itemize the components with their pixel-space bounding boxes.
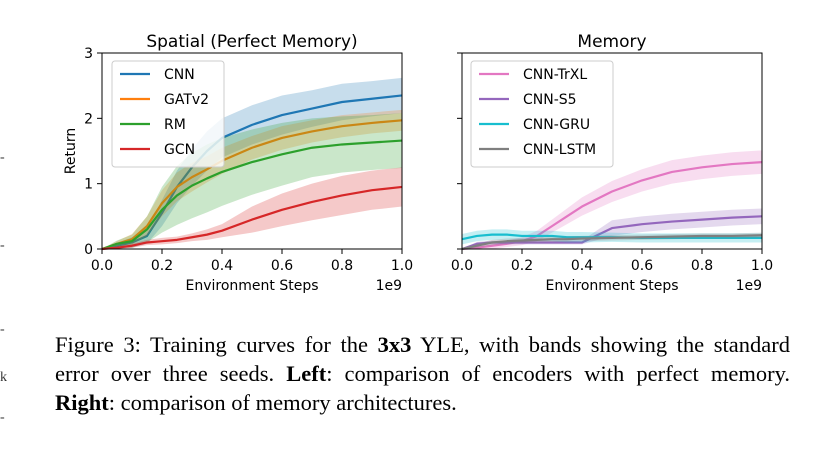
legend-label-cnn-trxl: CNN-TrXL [523, 67, 587, 83]
series-line-cnn-trxl [461, 161, 763, 251]
margin-mark: - [0, 238, 5, 253]
x-tick-label: 0.2 [511, 258, 533, 274]
y-tick-label: 2 [84, 111, 93, 127]
x-tick-label: 0.8 [691, 258, 713, 274]
plot-frame [101, 52, 403, 250]
legend-box [111, 60, 225, 168]
x-axis-label: Environment Steps [185, 278, 318, 294]
legend-label-gatv2: GATv2 [164, 92, 209, 108]
series-line-gatv2 [101, 119, 403, 251]
legend-label-cnn-lstm: CNN-LSTM [523, 142, 596, 158]
figure-caption: Figure 3: Training curves for the 3x3 YL… [55, 330, 790, 417]
y-tick-label: 0 [84, 242, 93, 258]
x-tick-label: 1.0 [391, 258, 413, 274]
x-tick-label: 0.6 [631, 258, 653, 274]
x-axis-multiplier: 1e9 [736, 278, 762, 294]
x-tick-label: 1.0 [751, 258, 773, 274]
x-tick-label: 0.6 [271, 258, 293, 274]
series-band-gcn [102, 167, 402, 249]
margin-mark: k [0, 370, 7, 385]
x-tick-label: 0.4 [571, 258, 593, 274]
left-chart-panel: 0.0 0.2 0.4 0.6 0.8 1.0 0 1 2 3 Spatial (Perfect M… [63, 32, 413, 294]
right-chart-panel: 0.0 0.2 0.4 0.6 0.8 1.0 Memory Environment Step… [451, 32, 773, 294]
caption-tail: : comparison of memory architectures. [108, 390, 457, 415]
chart-title: Memory [577, 32, 646, 52]
legend-label-cnn-s5: CNN-S5 [523, 92, 577, 108]
caption-lead: Figure 3: Training curves for the [55, 332, 378, 357]
caption-bold-grid: 3x3 [377, 332, 412, 357]
caption-bold-right: Right [55, 390, 109, 415]
series-line-cnn-gru [461, 233, 762, 241]
series-line-gcn [101, 185, 403, 251]
legend-label-cnn-gru: CNN-GRU [523, 117, 590, 133]
series-line-rm [101, 139, 403, 251]
series-band-cnn [102, 77, 402, 250]
legend-label-cnn: CNN [164, 67, 195, 83]
caption-mid1: YLE, with bands showing the standard err… [55, 332, 790, 386]
y-tick-label: 3 [84, 46, 93, 62]
y-axis-label: Return [63, 128, 79, 174]
caption-mid2: : comparison of encoders with perfect me… [326, 361, 790, 386]
x-axis-label: Environment Steps [545, 278, 678, 294]
caption-bold-left: Left [286, 361, 327, 386]
chart-title: Spatial (Perfect Memory) [146, 32, 357, 52]
y-tick-label: 1 [84, 177, 93, 193]
x-tick-label: 0.2 [151, 258, 173, 274]
x-axis-multiplier: 1e9 [376, 278, 402, 294]
margin-mark: - [0, 410, 5, 425]
series-line-cnn-lstm [461, 234, 763, 251]
legend-label-gcn: GCN [164, 142, 195, 158]
x-tick-label: 0.0 [451, 258, 473, 274]
margin-mark: - [0, 150, 5, 165]
series-band-cnn-trxl [462, 150, 762, 249]
plot-frame [461, 52, 763, 250]
legend-box [470, 60, 614, 168]
x-tick-label: 0.8 [331, 258, 353, 274]
legend-label-rm: RM [164, 117, 186, 133]
figure-canvas: 0.0 0.2 0.4 0.6 0.8 1.0 0 1 2 3 Spatial (Perfect M… [63, 32, 773, 294]
x-tick-label: 0.4 [211, 258, 233, 274]
margin-mark: - [0, 322, 5, 337]
x-tick-label: 0.0 [91, 258, 113, 274]
